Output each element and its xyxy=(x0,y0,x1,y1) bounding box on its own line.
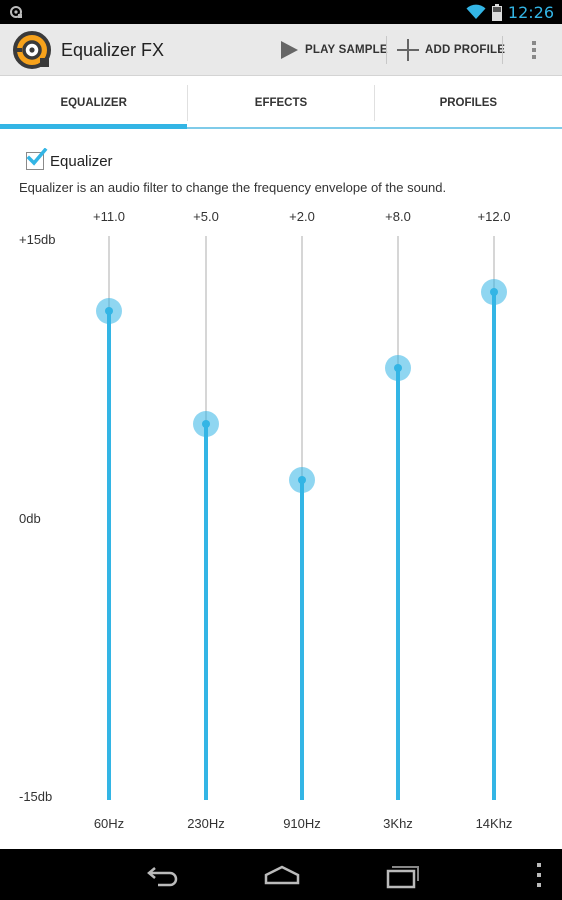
band-value-label: +5.0 xyxy=(193,209,219,224)
wifi-icon xyxy=(466,4,486,19)
slider-thumb[interactable] xyxy=(193,411,219,437)
band-910hz: +2.0 910Hz xyxy=(262,206,342,836)
band-frequency-label: 230Hz xyxy=(187,816,225,831)
band-frequency-label: 3Khz xyxy=(383,816,413,831)
tab-effects[interactable]: EFFECTS xyxy=(187,77,375,129)
back-icon[interactable] xyxy=(142,859,182,891)
slider-thumb[interactable] xyxy=(96,298,122,325)
slider-fill xyxy=(396,367,400,800)
tab-bar: EQUALIZER EFFECTS PROFILES xyxy=(0,77,562,129)
slider-thumb[interactable] xyxy=(385,354,411,381)
action-bar: Equalizer FX PLAY SAMPLE ADD PROFILE xyxy=(0,24,562,76)
slider-thumb[interactable] xyxy=(481,279,507,306)
tab-profiles[interactable]: PROFILES xyxy=(374,77,562,129)
db-mid-label: 0db xyxy=(19,511,41,526)
status-time: 12:26 xyxy=(507,2,554,22)
band-value-label: +8.0 xyxy=(385,209,411,224)
battery-icon xyxy=(491,3,502,21)
band-frequency-label: 14Khz xyxy=(475,816,513,831)
play-icon xyxy=(281,41,298,59)
add-profile-button[interactable]: ADD PROFILE xyxy=(397,24,505,76)
equalizer-description: Equalizer is an audio filter to change t… xyxy=(19,180,447,195)
band-14khz: +12.0 14Khz xyxy=(454,206,534,836)
overflow-menu-icon[interactable] xyxy=(522,38,546,62)
equalizer-app-icon xyxy=(10,6,22,18)
app-logo-icon[interactable] xyxy=(12,30,54,72)
equalizer-label: Equalizer xyxy=(50,152,113,170)
app-title: Equalizer FX xyxy=(61,40,165,60)
tab-label: PROFILES xyxy=(439,97,498,109)
add-profile-label: ADD PROFILE xyxy=(425,44,506,56)
slider-thumb[interactable] xyxy=(289,467,315,494)
slider-fill xyxy=(492,292,496,800)
band-3khz: +8.0 3Khz xyxy=(358,206,438,836)
band-value-label: +12.0 xyxy=(477,209,511,224)
band-60hz: +11.0 60Hz xyxy=(69,206,149,836)
db-max-label: +15db xyxy=(19,232,56,247)
plus-icon xyxy=(397,39,419,61)
equalizer-checkbox[interactable] xyxy=(26,148,48,170)
band-value-label: +2.0 xyxy=(289,209,315,224)
action-divider xyxy=(386,36,387,64)
slider-fill xyxy=(300,480,304,800)
slider-fill xyxy=(204,424,208,800)
band-230hz: +5.0 230Hz xyxy=(166,206,246,836)
slider-fill xyxy=(107,311,111,800)
band-frequency-label: 910Hz xyxy=(283,816,321,831)
play-sample-button[interactable]: PLAY SAMPLE xyxy=(279,24,388,76)
tab-divider xyxy=(187,85,188,121)
play-sample-label: PLAY SAMPLE xyxy=(305,44,388,56)
checkmark-icon xyxy=(26,148,48,166)
action-divider xyxy=(502,36,503,64)
band-frequency-label: 60Hz xyxy=(93,816,125,831)
tab-divider xyxy=(374,85,375,121)
status-bar: 12:26 xyxy=(0,0,562,24)
equalizer-toggle[interactable]: Equalizer xyxy=(26,148,113,170)
band-value-label: +11.0 xyxy=(93,209,125,224)
home-icon[interactable] xyxy=(262,859,302,891)
tab-label: EFFECTS xyxy=(254,97,308,109)
navigation-bar xyxy=(0,849,562,900)
status-indicators: 12:26 xyxy=(466,0,554,24)
tab-equalizer[interactable]: EQUALIZER xyxy=(0,77,188,129)
recent-apps-icon[interactable] xyxy=(382,859,422,891)
menu-icon[interactable] xyxy=(536,863,542,887)
tab-label: EQUALIZER xyxy=(60,97,127,109)
db-min-label: -15db xyxy=(19,789,53,804)
